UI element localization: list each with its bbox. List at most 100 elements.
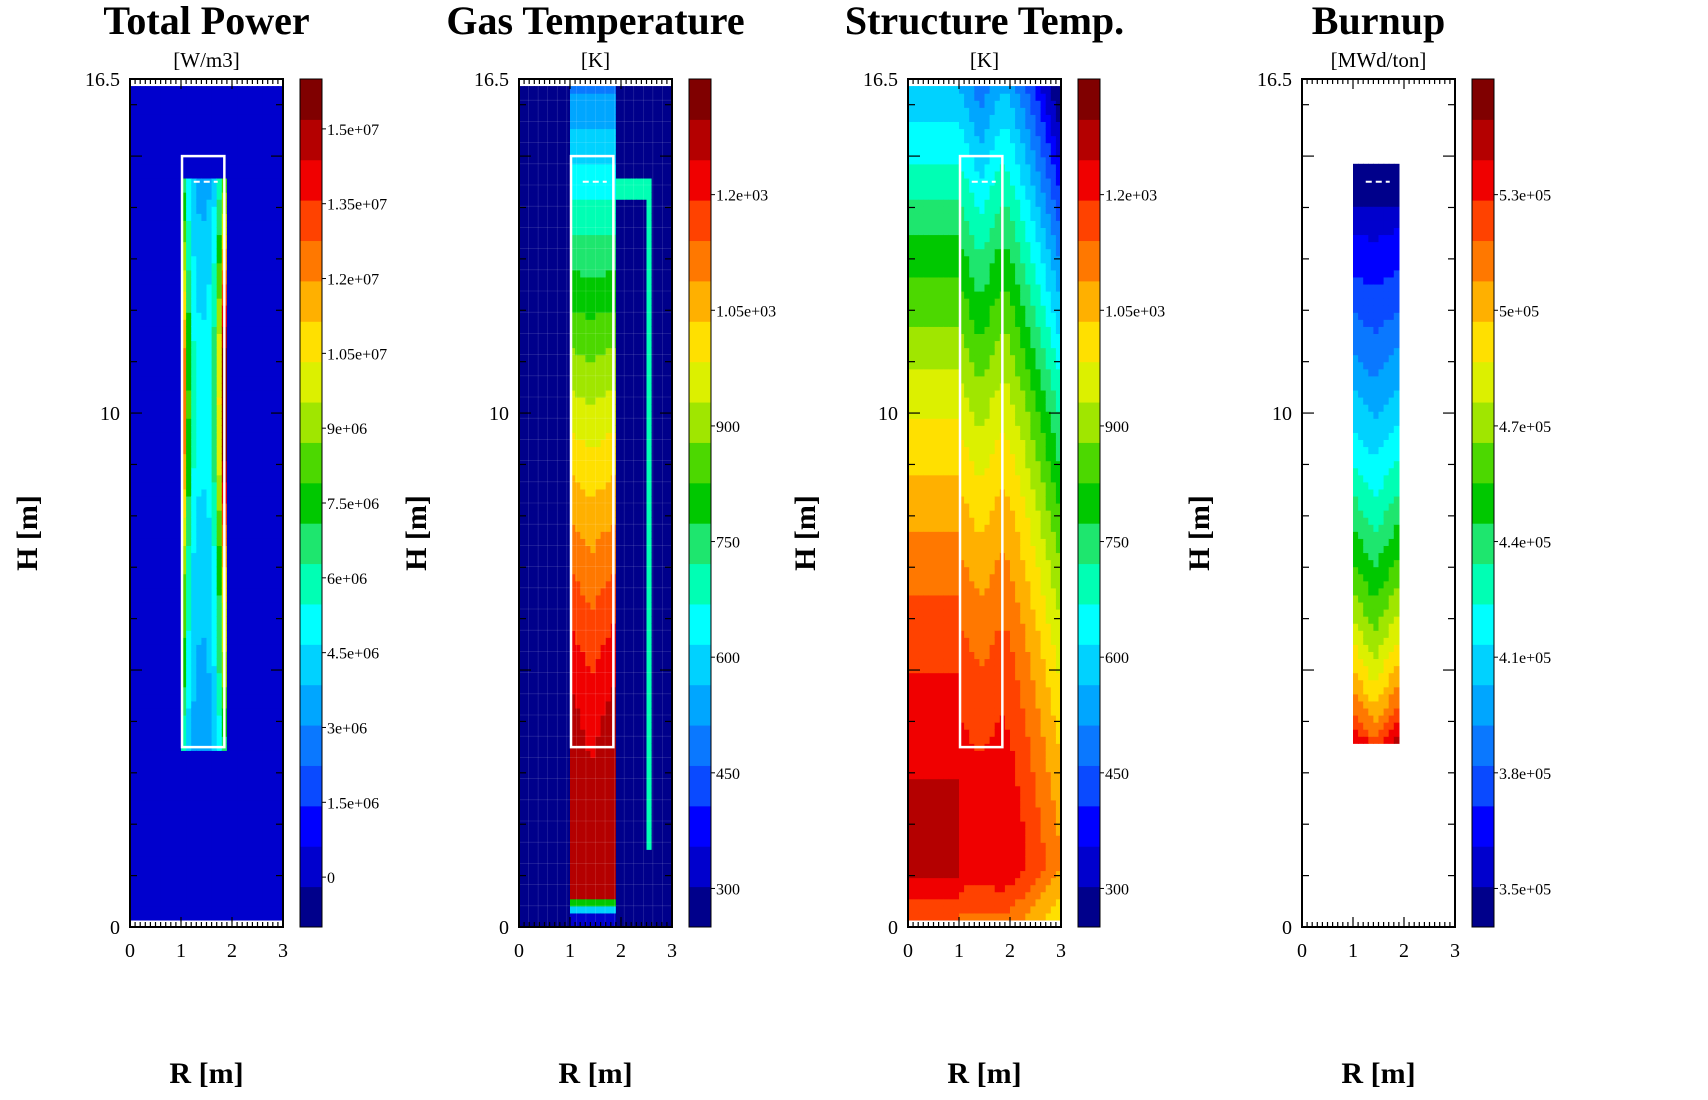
- heatmap-cell: [186, 644, 192, 652]
- heatmap-cell: [171, 192, 177, 200]
- heatmap-cell: [237, 136, 243, 144]
- heatmap-cell: [140, 263, 146, 271]
- heatmap-cell: [186, 863, 192, 871]
- heatmap-cell: [161, 454, 167, 462]
- heatmap-cell: [156, 305, 162, 313]
- heatmap-cell: [191, 157, 197, 165]
- heatmap-cell: [550, 355, 556, 363]
- heatmap-cell: [156, 680, 162, 688]
- heatmap-cell: [555, 715, 561, 723]
- heatmap-cell: [150, 602, 156, 610]
- colorbar-label: 7.5e+06: [327, 496, 379, 513]
- heatmap-cell: [529, 333, 535, 341]
- heatmap-cell: [207, 623, 213, 631]
- heatmap-cell: [252, 128, 258, 136]
- heatmap-cell: [258, 616, 264, 624]
- heatmap-cell: [227, 249, 233, 257]
- heatmap-cell: [242, 581, 248, 589]
- heatmap-cell: [268, 136, 274, 144]
- heatmap-cell: [268, 524, 274, 532]
- heatmap-cell: [207, 821, 213, 829]
- heatmap-cell: [145, 842, 151, 850]
- heatmap-cell: [539, 835, 545, 843]
- heatmap-cell: [545, 701, 551, 709]
- heatmap-cell: [273, 128, 279, 136]
- heatmap-cell: [242, 340, 248, 348]
- heatmap-cell: [263, 128, 269, 136]
- heatmap-cell: [258, 298, 264, 306]
- heatmap-cell: [150, 687, 156, 695]
- heatmap-cell: [545, 397, 551, 405]
- heatmap-cell: [161, 256, 167, 264]
- heatmap-cell: [212, 93, 218, 101]
- heatmap-cell: [529, 560, 535, 568]
- heatmap-cell: [242, 496, 248, 504]
- heatmap-cell: [186, 432, 192, 440]
- heatmap-cell: [150, 772, 156, 780]
- heatmap-cell: [565, 807, 571, 815]
- heatmap-cell: [524, 757, 530, 765]
- colorbar-swatch: [300, 685, 322, 726]
- heatmap-cell: [135, 729, 141, 737]
- heatmap-cell: [156, 892, 162, 900]
- heatmap-cell: [263, 779, 269, 787]
- heatmap-cell: [201, 574, 207, 582]
- heatmap-cell: [560, 750, 566, 758]
- heatmap-cell: [545, 623, 551, 631]
- heatmap-cell: [161, 828, 167, 836]
- heatmap-cell: [545, 461, 551, 469]
- heatmap-cell: [524, 136, 530, 144]
- heatmap-cell: [273, 404, 279, 412]
- heatmap-cell: [247, 715, 253, 723]
- heatmap-cell: [145, 418, 151, 426]
- heatmap-cell: [247, 828, 253, 836]
- heatmap-cell: [186, 227, 192, 235]
- heatmap-cell: [252, 906, 258, 914]
- heatmap-cell: [560, 107, 566, 115]
- heatmap-cell: [201, 906, 207, 914]
- heatmap-cell: [237, 736, 243, 744]
- heatmap-cell: [539, 658, 545, 666]
- heatmap-cell: [555, 425, 561, 433]
- heatmap-cell: [135, 644, 141, 652]
- heatmap-cell: [145, 340, 151, 348]
- heatmap-cell: [524, 454, 530, 462]
- heatmap-cell: [565, 107, 571, 115]
- heatmap-cell: [145, 136, 151, 144]
- heatmap-cell: [258, 694, 264, 702]
- heatmap-cell: [212, 863, 218, 871]
- heatmap-cell: [150, 376, 156, 384]
- heatmap-cell: [186, 793, 192, 801]
- heatmap-cell: [171, 623, 177, 631]
- heatmap-cell: [191, 764, 197, 772]
- heatmap-cell: [222, 772, 228, 780]
- heatmap-cell: [534, 552, 540, 560]
- heatmap-cell: [227, 213, 233, 221]
- heatmap-cell: [150, 171, 156, 179]
- heatmap-cell: [140, 892, 146, 900]
- heatmap-cell: [237, 856, 243, 864]
- heatmap-cell: [550, 432, 556, 440]
- heatmap-cell: [565, 206, 571, 214]
- heatmap-cell: [555, 305, 561, 313]
- heatmap-cell: [237, 362, 243, 370]
- heatmap-cell: [186, 171, 192, 179]
- heatmap-cell: [268, 772, 274, 780]
- heatmap-cell: [186, 722, 192, 730]
- heatmap-cell: [176, 715, 182, 723]
- heatmap-cell: [263, 616, 269, 624]
- heatmap-cell: [524, 722, 530, 730]
- heatmap-cell: [140, 779, 146, 787]
- heatmap-cell: [171, 277, 177, 285]
- heatmap-cell: [247, 496, 253, 504]
- heatmap-cell: [181, 892, 187, 900]
- heatmap-cell: [263, 885, 269, 893]
- heatmap-cell: [212, 291, 218, 299]
- heatmap-cell: [524, 468, 530, 476]
- heatmap-cell: [176, 432, 182, 440]
- heatmap-cell: [550, 319, 556, 327]
- heatmap-cell: [242, 446, 248, 454]
- heatmap-cell: [258, 482, 264, 490]
- heatmap-cell: [273, 595, 279, 603]
- heatmap-cell: [212, 715, 218, 723]
